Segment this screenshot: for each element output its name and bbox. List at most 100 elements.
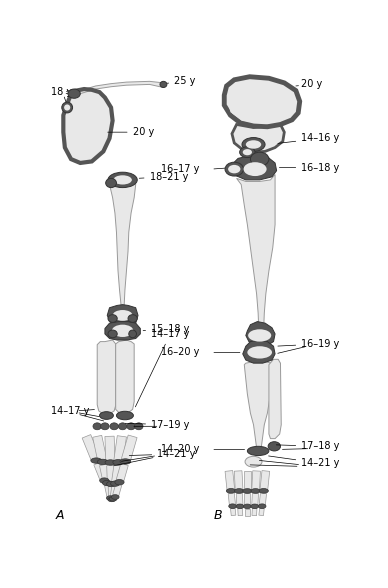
Ellipse shape — [102, 480, 112, 486]
Ellipse shape — [268, 442, 281, 451]
Text: 17–18 y: 17–18 y — [276, 442, 340, 452]
Ellipse shape — [99, 412, 113, 419]
Text: 16–18 y: 16–18 y — [279, 162, 340, 173]
Text: 25 y: 25 y — [166, 76, 196, 86]
Ellipse shape — [244, 162, 267, 176]
Text: 14–21 y: 14–21 y — [129, 449, 196, 459]
Ellipse shape — [120, 459, 131, 464]
Ellipse shape — [248, 329, 271, 342]
Text: 20 y: 20 y — [296, 79, 322, 89]
Polygon shape — [108, 486, 115, 498]
Text: 14–20 y: 14–20 y — [161, 445, 199, 455]
Polygon shape — [237, 175, 275, 332]
Polygon shape — [107, 466, 115, 483]
Polygon shape — [109, 175, 136, 317]
Ellipse shape — [97, 459, 108, 465]
Ellipse shape — [93, 423, 101, 430]
Text: 14–17 y: 14–17 y — [135, 329, 189, 407]
Ellipse shape — [250, 152, 269, 166]
Ellipse shape — [91, 458, 102, 463]
Ellipse shape — [108, 330, 117, 338]
Polygon shape — [259, 493, 267, 505]
Polygon shape — [252, 493, 258, 505]
Ellipse shape — [113, 460, 124, 465]
Polygon shape — [244, 471, 251, 489]
Ellipse shape — [106, 496, 114, 500]
Polygon shape — [76, 81, 165, 95]
Ellipse shape — [240, 147, 255, 158]
Ellipse shape — [116, 411, 133, 420]
Text: 20 y: 20 y — [108, 127, 154, 137]
Ellipse shape — [106, 178, 116, 188]
Polygon shape — [252, 509, 257, 516]
Polygon shape — [243, 340, 275, 363]
Text: 15–18 y: 15–18 y — [143, 324, 189, 335]
Ellipse shape — [129, 330, 137, 338]
Polygon shape — [228, 493, 236, 505]
Text: 16–17 y: 16–17 y — [161, 164, 199, 174]
Ellipse shape — [248, 446, 269, 456]
Ellipse shape — [108, 315, 117, 322]
Ellipse shape — [113, 310, 133, 321]
Polygon shape — [244, 362, 272, 448]
Ellipse shape — [135, 423, 143, 430]
Ellipse shape — [259, 489, 268, 493]
Polygon shape — [224, 76, 300, 127]
Polygon shape — [230, 508, 236, 516]
Ellipse shape — [113, 175, 132, 185]
Ellipse shape — [228, 165, 241, 173]
Ellipse shape — [62, 102, 73, 113]
Polygon shape — [232, 125, 284, 152]
Ellipse shape — [225, 162, 244, 176]
Ellipse shape — [112, 325, 133, 337]
Text: 14–21 y: 14–21 y — [268, 456, 340, 468]
Polygon shape — [225, 470, 235, 490]
Ellipse shape — [246, 141, 261, 149]
Polygon shape — [236, 493, 243, 505]
Polygon shape — [245, 509, 249, 516]
Ellipse shape — [251, 489, 260, 493]
Ellipse shape — [244, 504, 251, 509]
Polygon shape — [238, 509, 243, 516]
Ellipse shape — [160, 81, 167, 88]
Ellipse shape — [236, 504, 244, 509]
Ellipse shape — [229, 504, 236, 509]
Ellipse shape — [110, 423, 118, 430]
Polygon shape — [105, 485, 113, 497]
Ellipse shape — [235, 489, 244, 493]
Polygon shape — [259, 508, 264, 516]
Polygon shape — [116, 463, 128, 482]
Ellipse shape — [64, 105, 70, 111]
Text: B: B — [213, 509, 222, 522]
Polygon shape — [244, 493, 250, 505]
Text: A: A — [55, 509, 64, 522]
Ellipse shape — [68, 89, 80, 98]
Ellipse shape — [251, 504, 258, 509]
Ellipse shape — [118, 423, 127, 430]
Polygon shape — [93, 435, 107, 462]
Ellipse shape — [128, 315, 137, 322]
Polygon shape — [260, 470, 270, 490]
Polygon shape — [234, 471, 243, 490]
Ellipse shape — [242, 138, 265, 151]
Ellipse shape — [115, 479, 124, 485]
Ellipse shape — [226, 489, 236, 493]
Polygon shape — [82, 435, 100, 461]
Polygon shape — [227, 83, 292, 123]
Polygon shape — [66, 93, 105, 157]
Polygon shape — [114, 436, 126, 462]
Polygon shape — [110, 486, 118, 497]
Polygon shape — [116, 340, 134, 414]
Polygon shape — [269, 359, 281, 439]
Ellipse shape — [100, 478, 109, 483]
Polygon shape — [121, 435, 137, 461]
Polygon shape — [63, 89, 113, 163]
Polygon shape — [252, 471, 260, 490]
Polygon shape — [94, 462, 107, 480]
Polygon shape — [105, 322, 140, 340]
Polygon shape — [112, 465, 121, 483]
Ellipse shape — [258, 504, 266, 509]
Text: 14–16 y: 14–16 y — [278, 133, 340, 143]
Ellipse shape — [127, 423, 135, 430]
Ellipse shape — [100, 423, 109, 430]
